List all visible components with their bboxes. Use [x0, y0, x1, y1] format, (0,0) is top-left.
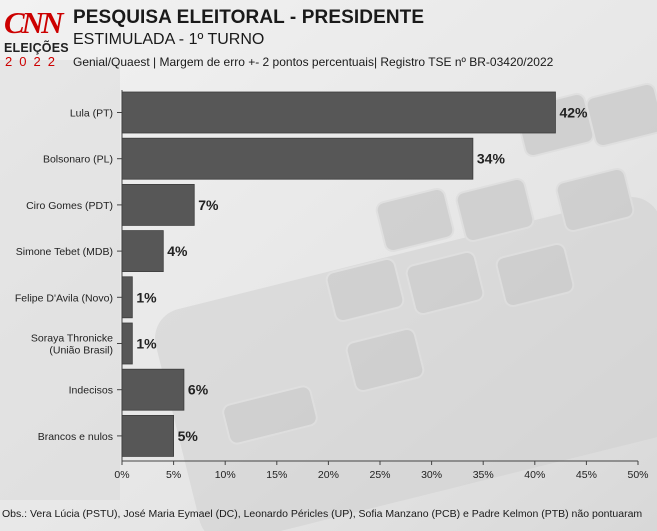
bar: [121, 137, 474, 180]
value-label: 6%: [188, 382, 209, 398]
logo-year: 2022: [5, 54, 62, 69]
x-tick-label: 35%: [473, 469, 494, 481]
x-tick-label: 5%: [166, 469, 181, 481]
cnn-wordmark: CNN: [4, 5, 63, 40]
footnote: Obs.: Vera Lúcia (PSTU), José Maria Eyma…: [2, 508, 643, 520]
chart-title: PESQUISA ELEITORAL - PRESIDENTE: [73, 7, 425, 28]
bar: [121, 183, 195, 226]
chart-subtitle: ESTIMULADA - 1º TURNO: [73, 31, 265, 48]
value-label: 42%: [559, 105, 588, 121]
value-label: 1%: [136, 336, 157, 352]
x-tick-label: 50%: [627, 469, 648, 481]
x-tick-label: 25%: [369, 469, 390, 481]
cnn-logo: CNN ELEIÇÕES 2022: [4, 5, 70, 69]
category-label: Lula (PT): [70, 108, 113, 120]
bar: [121, 230, 164, 273]
x-tick-label: 40%: [524, 469, 545, 481]
x-tick-label: 30%: [421, 469, 442, 481]
category-label: Felipe D'Avila (Novo): [15, 292, 113, 304]
bar: [121, 414, 174, 457]
logo-eleicoes-label: ELEIÇÕES: [4, 41, 69, 55]
source-line: Genial/Quaest | Margem de erro +- 2 pont…: [73, 55, 554, 69]
value-label: 7%: [198, 197, 219, 213]
value-label: 1%: [136, 289, 157, 305]
bar: [121, 91, 556, 134]
bar: [121, 276, 133, 319]
value-label: 34%: [477, 151, 506, 167]
x-tick-label: 20%: [318, 469, 339, 481]
category-label: Ciro Gomes (PDT): [26, 200, 113, 212]
category-label: Brancos e nulos: [38, 431, 113, 443]
bar: [121, 368, 185, 411]
bar: [121, 322, 133, 365]
value-label: 5%: [178, 428, 199, 444]
x-tick-label: 10%: [215, 469, 236, 481]
category-label: Simone Tebet (MDB): [16, 246, 113, 258]
x-tick-label: 0%: [114, 469, 129, 481]
value-label: 4%: [167, 243, 188, 259]
category-label: Indecisos: [69, 385, 113, 397]
category-label: Bolsonaro (PL): [43, 154, 113, 166]
x-tick-label: 45%: [576, 469, 597, 481]
x-tick-label: 15%: [266, 469, 287, 481]
category-label: Soraya Thronicke (União Brasil): [31, 333, 113, 357]
